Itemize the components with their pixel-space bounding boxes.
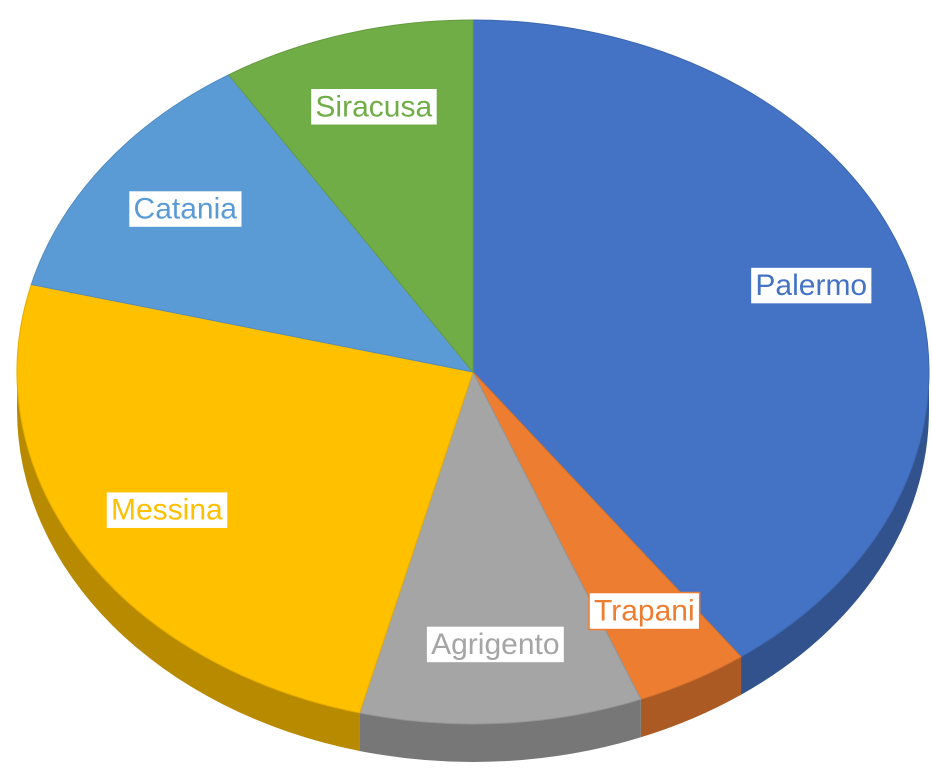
data-label-box: Catania bbox=[127, 189, 244, 229]
data-label-box: Siracusa bbox=[309, 87, 439, 127]
slice bbox=[16, 283, 474, 714]
slice bbox=[30, 74, 475, 373]
category-label: Trapani bbox=[594, 595, 695, 628]
data-label-box: Palermo bbox=[749, 266, 873, 305]
slice-side bbox=[359, 699, 641, 762]
data-label-box: Messina bbox=[105, 490, 229, 530]
category-label: Messina bbox=[111, 494, 223, 527]
pie-tops bbox=[16, 19, 930, 725]
slice-side bbox=[17, 372, 360, 751]
label-background bbox=[127, 189, 244, 229]
category-label: Palermo bbox=[755, 269, 867, 302]
category-label: Agrigento bbox=[431, 628, 559, 661]
data-label-box: Agrigento bbox=[425, 625, 566, 664]
label-background bbox=[749, 266, 873, 305]
slice bbox=[472, 19, 930, 658]
pie-labels: Palermo Trapani Agrigento Messina Catania Sir… bbox=[105, 87, 873, 664]
label-background bbox=[105, 490, 229, 530]
category-label: Siracusa bbox=[315, 90, 432, 123]
label-background bbox=[588, 591, 701, 631]
slice-side bbox=[640, 656, 742, 738]
category-label: Catania bbox=[134, 193, 238, 226]
data-label-box: Trapani bbox=[588, 591, 701, 631]
label-background bbox=[309, 87, 439, 127]
label-background bbox=[425, 625, 566, 664]
pie-sides bbox=[17, 372, 929, 762]
slice-side bbox=[741, 372, 929, 695]
